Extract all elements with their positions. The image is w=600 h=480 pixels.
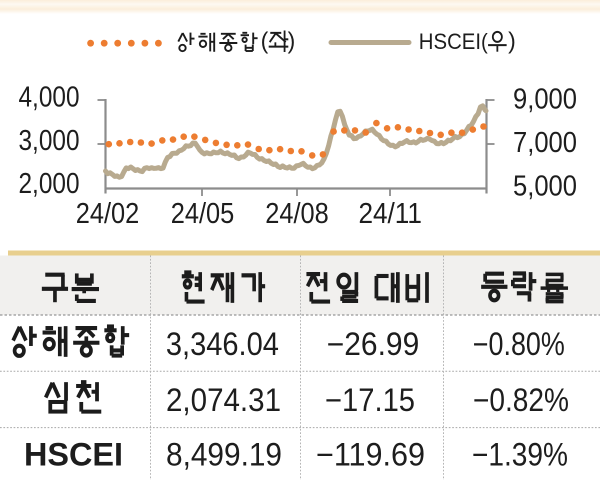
svg-text:9,000: 9,000 (513, 84, 577, 116)
svg-text:24/02: 24/02 (76, 198, 140, 230)
svg-text:5,000: 5,000 (513, 170, 577, 202)
svg-text:−0.80%: −0.80% (473, 326, 565, 362)
svg-text:(: ( (261, 27, 269, 53)
svg-text:4,000: 4,000 (19, 82, 80, 114)
svg-text:): ) (288, 27, 296, 53)
svg-text:3,000: 3,000 (19, 125, 80, 157)
svg-text:−0.82%: −0.82% (473, 382, 569, 418)
svg-text:2,000: 2,000 (19, 168, 80, 200)
svg-text:8,499.19: 8,499.19 (166, 437, 282, 473)
svg-text:24/11: 24/11 (358, 198, 422, 230)
svg-text:7,000: 7,000 (513, 127, 577, 159)
svg-text:2,074.31: 2,074.31 (166, 382, 281, 418)
svg-text:): ) (508, 27, 516, 53)
svg-text:24/05: 24/05 (171, 198, 235, 230)
svg-text:3,346.04: 3,346.04 (166, 326, 279, 362)
svg-text:−26.99: −26.99 (327, 326, 420, 362)
svg-text:−17.15: −17.15 (325, 382, 415, 418)
svg-text:−119.69: −119.69 (316, 437, 425, 473)
svg-text:HSCEI(: HSCEI( (419, 29, 489, 54)
svg-text:−1.39%: −1.39% (472, 437, 568, 473)
svg-text:HSCEI: HSCEI (24, 437, 123, 473)
svg-text:24/08: 24/08 (265, 198, 329, 230)
